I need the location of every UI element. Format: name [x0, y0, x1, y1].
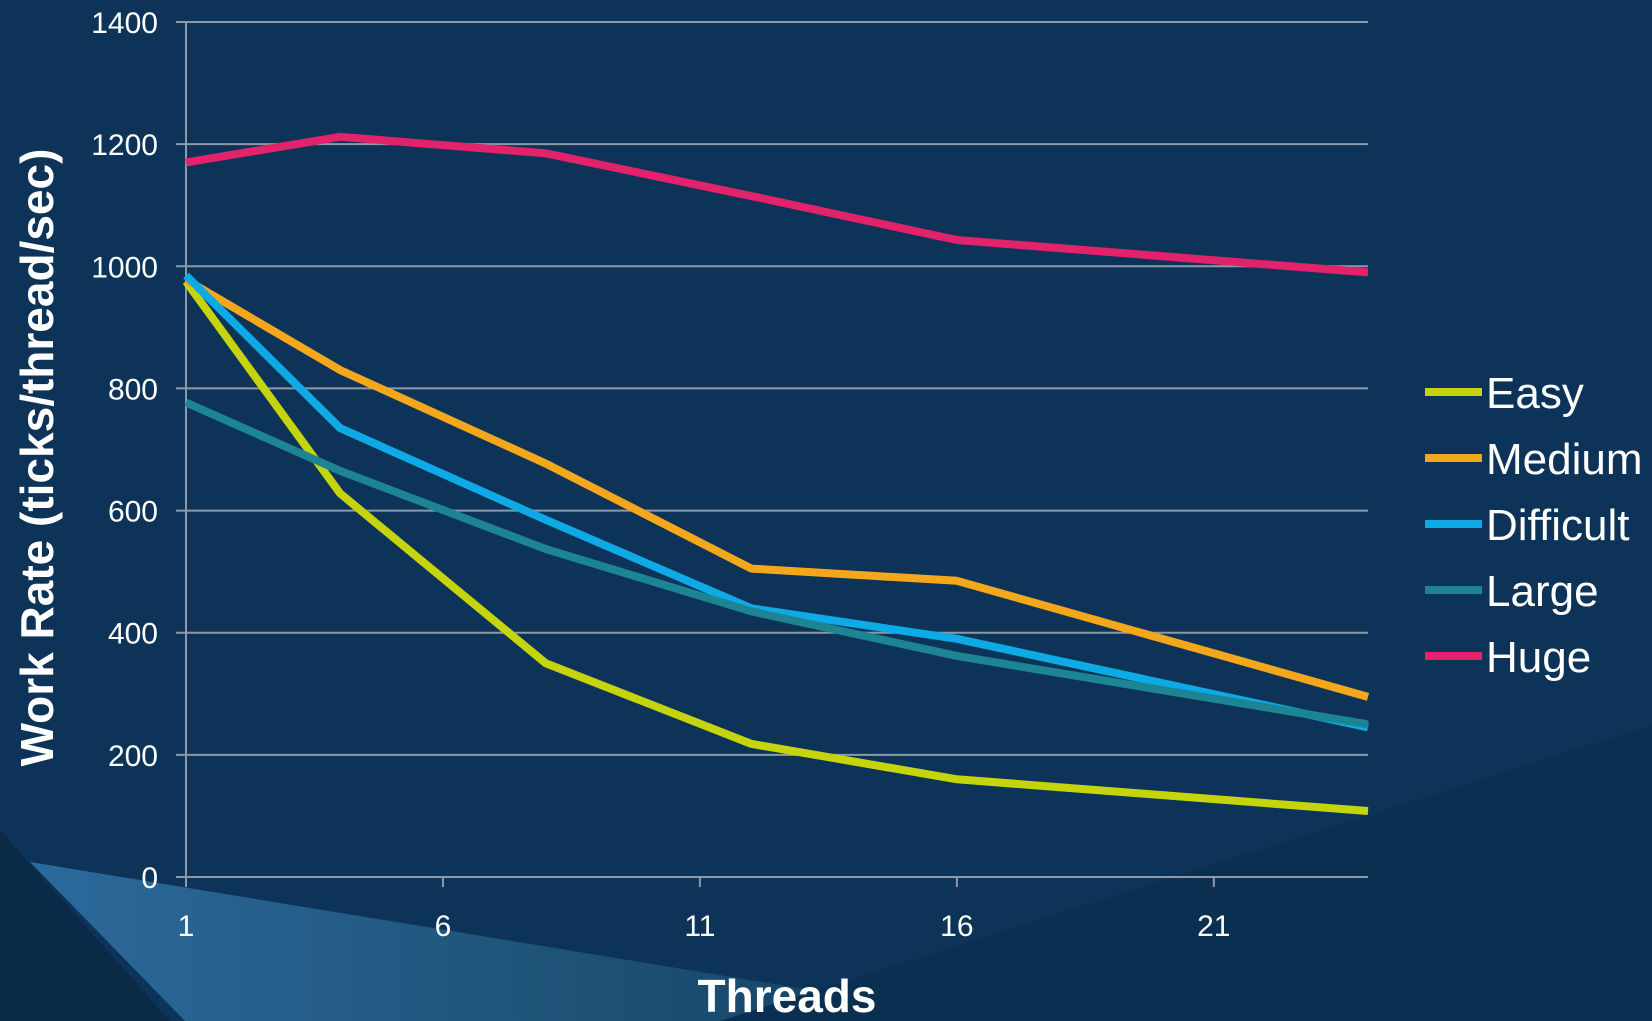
- series-line-large: [184, 398, 1369, 729]
- series-line-difficult: [183, 272, 1369, 732]
- y-tick-label: 600: [108, 496, 158, 529]
- legend-item-large: Large: [1425, 567, 1599, 616]
- series-lines: [182, 132, 1370, 816]
- legend-label: Difficult: [1486, 501, 1629, 550]
- y-tick-label: 800: [108, 373, 158, 406]
- y-tick-label: 200: [108, 740, 158, 773]
- x-tick-label: 1: [178, 910, 195, 943]
- y-tick-label: 400: [108, 618, 158, 651]
- y-tick-label: 1400: [91, 7, 158, 40]
- series-line-medium: [183, 276, 1370, 701]
- y-tick-label: 1200: [91, 129, 158, 162]
- series-line-easy: [182, 279, 1369, 816]
- x-tick-label: 6: [435, 910, 452, 943]
- x-tick-label: 16: [940, 910, 973, 943]
- legend-label: Huge: [1486, 633, 1591, 682]
- legend-item-difficult: Difficult: [1425, 501, 1629, 550]
- axes: [185, 22, 1215, 887]
- background-decoration: [0, 725, 1652, 1021]
- legend: Easy Medium Difficult Large Huge: [1425, 369, 1643, 682]
- y-tick-label: 1000: [91, 251, 158, 284]
- legend-label: Large: [1486, 567, 1599, 616]
- y-axis-title: Work Rate (ticks/thread/sec): [11, 149, 63, 767]
- x-axis-title: Threads: [698, 970, 877, 1021]
- legend-item-medium: Medium: [1425, 435, 1643, 484]
- legend-label: Medium: [1486, 435, 1643, 484]
- x-tick-label: 21: [1197, 910, 1230, 943]
- gridlines: [176, 21, 1368, 878]
- legend-label: Easy: [1486, 369, 1584, 418]
- legend-item-huge: Huge: [1425, 633, 1591, 682]
- legend-item-easy: Easy: [1425, 369, 1584, 418]
- y-tick-label: 0: [141, 862, 158, 895]
- series-line-huge: [185, 132, 1369, 277]
- x-tick-label: 11: [684, 910, 715, 943]
